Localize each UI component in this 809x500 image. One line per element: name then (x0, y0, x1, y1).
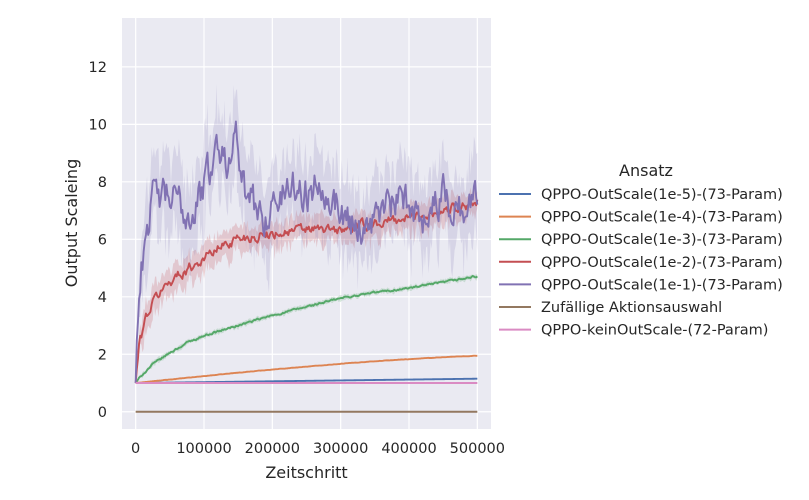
legend-label: QPPO-OutScale(1e-1)-(73-Param) (541, 277, 783, 293)
x-axis-label: Zeitschritt (265, 463, 347, 482)
x-tick-label: 500000 (450, 441, 505, 457)
x-tick-labels: 0 100000 200000 300000 400000 500000 (131, 441, 505, 457)
y-tick-label: 4 (98, 290, 107, 306)
legend: Ansatz QPPO-OutScale(1e-5)-(73-Param) QPP… (499, 161, 783, 339)
legend-title: Ansatz (619, 161, 673, 180)
series-line (135, 354, 478, 384)
y-tick-label: 12 (89, 60, 107, 76)
series-line (134, 274, 478, 384)
confidence-band (135, 187, 478, 384)
legend-label: QPPO-keinOutScale-(72-Param) (541, 323, 768, 339)
y-tick-label: 2 (98, 347, 107, 363)
y-tick-label: 0 (98, 405, 107, 421)
x-tick-label: 300000 (313, 441, 368, 457)
y-axis-label: Output Scaleing (62, 159, 81, 287)
legend-label: QPPO-OutScale(1e-4)-(73-Param) (541, 210, 783, 226)
grid (122, 18, 491, 429)
y-tick-label: 8 (98, 175, 107, 191)
legend-label: QPPO-OutScale(1e-3)-(73-Param) (541, 232, 783, 248)
y-tick-labels: 0 2 4 6 8 10 12 (89, 60, 107, 421)
x-tick-label: 200000 (245, 441, 300, 457)
x-tick-label: 400000 (381, 441, 436, 457)
series-line (134, 120, 479, 384)
x-tick-label: 100000 (176, 441, 231, 457)
legend-label: QPPO-OutScale(1e-5)-(73-Param) (541, 187, 783, 203)
legend-label: QPPO-OutScale(1e-2)-(73-Param) (541, 255, 783, 271)
legend-label: Zufällige Aktionsauswahl (541, 300, 722, 316)
y-tick-label: 6 (98, 232, 107, 248)
series-lines (134, 120, 479, 413)
x-tick-label: 0 (131, 441, 140, 457)
y-tick-label: 10 (89, 117, 107, 133)
